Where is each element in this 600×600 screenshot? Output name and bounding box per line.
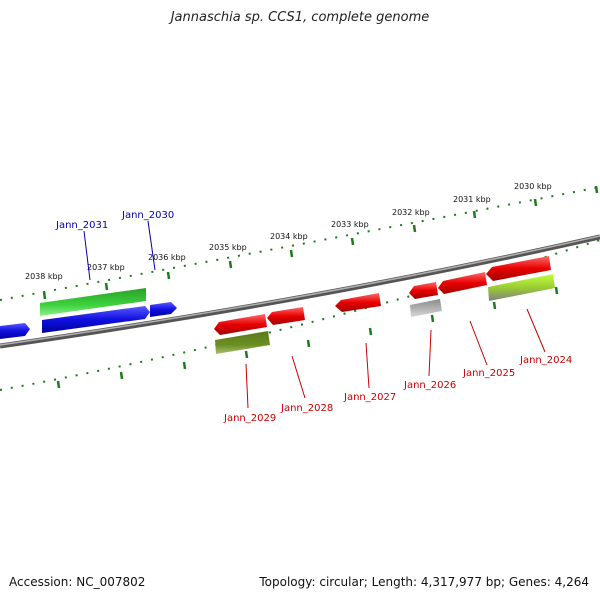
feature-green-forward[interactable] <box>40 288 146 316</box>
leader-jann-2031 <box>83 230 91 281</box>
leader-jann-2028 <box>291 355 306 399</box>
kbp-label-2033: 2033 kbp <box>331 220 369 229</box>
gene-label-jann-2028[interactable]: Jann_2028 <box>280 403 333 414</box>
kbp-label-2032: 2032 kbp <box>392 208 430 217</box>
leader-jann-2025 <box>469 320 488 366</box>
inner-tick-marks <box>56 286 559 389</box>
kbp-label-2031: 2031 kbp <box>453 195 491 204</box>
leader-jann-2027 <box>365 342 370 389</box>
topology-text: Topology: circular; Length: 4,317,977 bp… <box>259 575 589 589</box>
gene-label-jann-2025[interactable]: Jann_2025 <box>462 368 515 379</box>
feature-grey-reverse[interactable] <box>410 299 442 317</box>
kbp-label-2037: 2037 kbp <box>87 263 125 272</box>
feature-olive-reverse[interactable] <box>215 331 270 354</box>
leader-jann-2024 <box>526 308 546 353</box>
genome-backbone <box>0 234 600 349</box>
gene-label-jann-2024[interactable]: Jann_2024 <box>519 355 572 366</box>
gene-jann-2024[interactable] <box>486 256 551 281</box>
leader-jann-2026 <box>428 329 432 377</box>
kbp-label-2034: 2034 kbp <box>270 232 308 241</box>
gene-label-jann-2027[interactable]: Jann_2027 <box>343 392 396 403</box>
gene-forward-left-edge[interactable] <box>0 323 30 339</box>
gene-jann-2029[interactable] <box>214 314 267 335</box>
gene-label-jann-2029[interactable]: Jann_2029 <box>223 413 276 424</box>
kbp-label-2030: 2030 kbp <box>514 182 552 191</box>
accession-text: Accession: NC_007802 <box>9 575 146 589</box>
map-title: Jannaschia sp. CCS1, complete genome <box>170 10 430 25</box>
backbone-highlight <box>0 235 600 346</box>
gene-label-jann-2031[interactable]: Jann_2031 <box>55 220 108 231</box>
gene-label-jann-2030[interactable]: Jann_2030 <box>121 210 174 221</box>
leader-jann-2030 <box>147 220 156 271</box>
feature-lime-reverse[interactable] <box>488 274 555 301</box>
gene-jann-2028[interactable] <box>267 307 305 325</box>
gene-jann-2025[interactable] <box>438 272 487 294</box>
kbp-tick-marks <box>42 185 599 300</box>
gene-jann-2026[interactable] <box>409 282 438 299</box>
kbp-label-2038: 2038 kbp <box>25 272 63 281</box>
gene-jann-2027[interactable] <box>335 293 381 312</box>
kbp-label-2035: 2035 kbp <box>209 243 247 252</box>
kbp-label-2036: 2036 kbp <box>148 253 186 262</box>
gene-jann-2030[interactable] <box>150 302 177 317</box>
leader-jann-2029 <box>245 363 249 409</box>
gene-jann-2031[interactable] <box>42 306 150 333</box>
gene-label-jann-2026[interactable]: Jann_2026 <box>403 380 456 391</box>
